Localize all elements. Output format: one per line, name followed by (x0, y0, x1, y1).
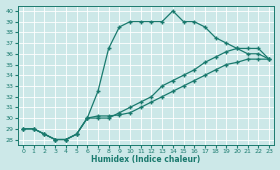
X-axis label: Humidex (Indice chaleur): Humidex (Indice chaleur) (92, 155, 201, 164)
